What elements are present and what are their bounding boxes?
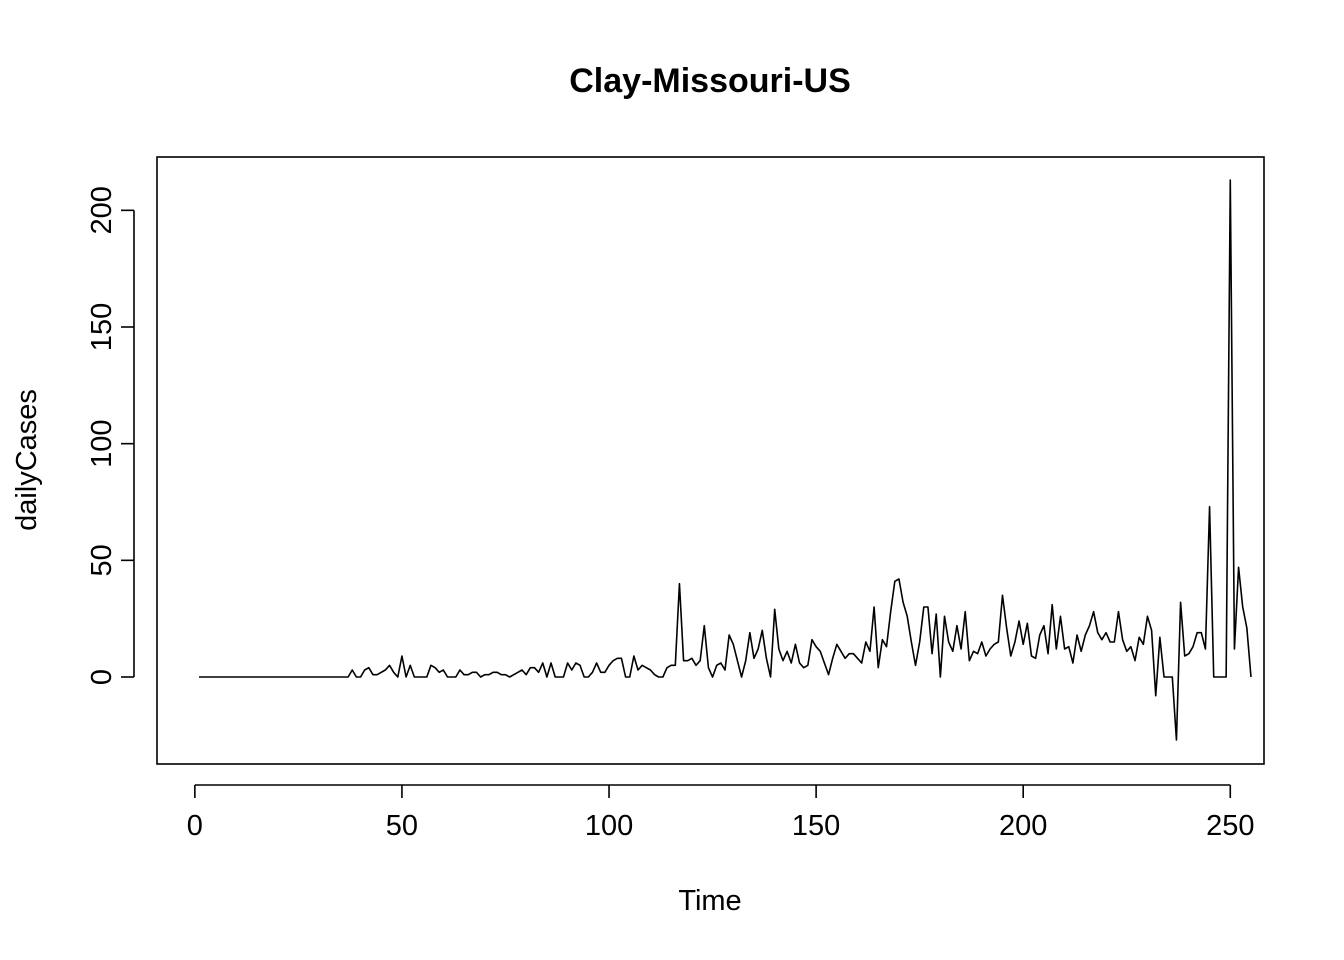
- x-tick-label: 0: [187, 810, 203, 842]
- y-tick-label: 150: [86, 303, 118, 351]
- y-tick-label: 0: [86, 669, 118, 685]
- y-axis: 0 50 100 150 200: [86, 186, 135, 685]
- y-tick-label: 50: [86, 544, 118, 576]
- chart-title: Clay-Missouri-US: [569, 62, 851, 100]
- x-axis-label: Time: [678, 885, 741, 917]
- x-tick-label: 50: [386, 810, 418, 842]
- y-axis-label: dailyCases: [11, 389, 43, 531]
- y-tick-label: 200: [86, 186, 118, 234]
- plot-area-frame: [156, 156, 1265, 765]
- daily-cases-series-line: [199, 179, 1252, 741]
- x-tick-label: 150: [792, 810, 840, 842]
- y-tick-label: 100: [86, 419, 118, 467]
- x-tick-label: 250: [1206, 810, 1254, 842]
- x-tick-label: 100: [585, 810, 633, 842]
- x-tick-label: 200: [999, 810, 1047, 842]
- x-axis: 0 50 100 150 200 250: [187, 784, 1254, 842]
